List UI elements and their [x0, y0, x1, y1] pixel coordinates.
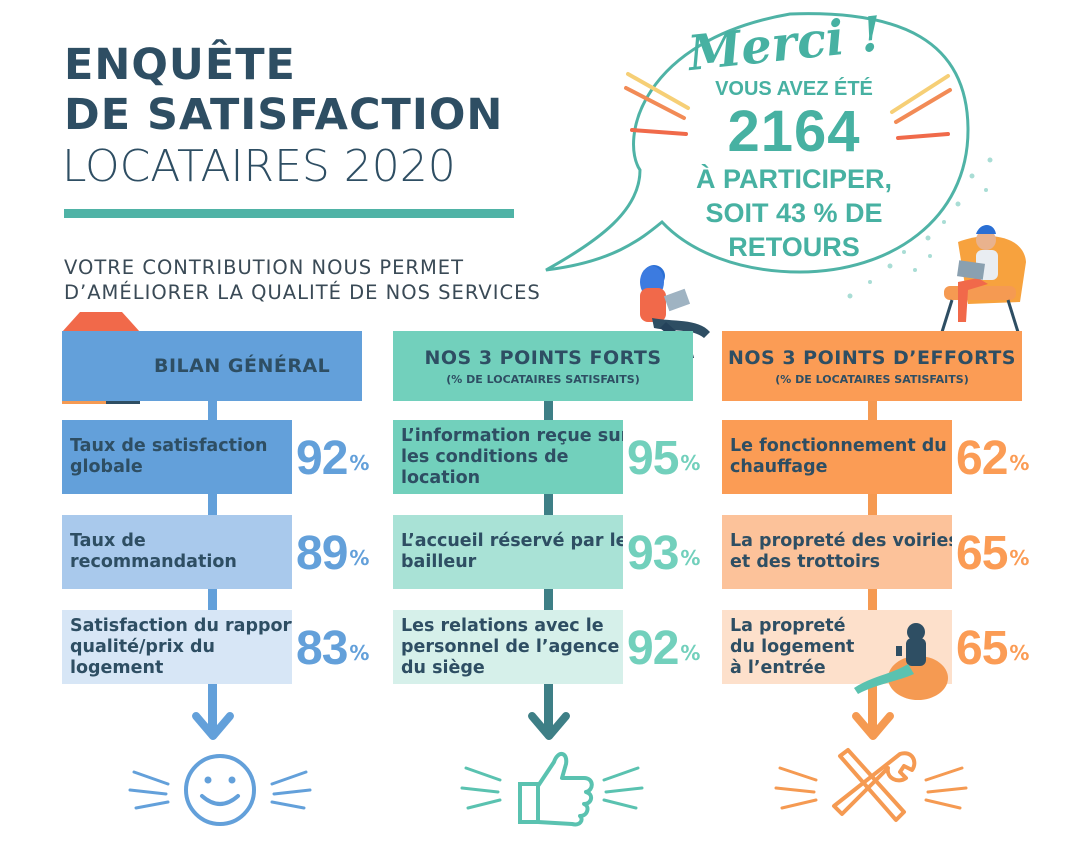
stat-value-badge: 65 %	[952, 511, 1045, 595]
stat-card: Taux de recommandation 89 %	[62, 511, 385, 595]
stat-label: Taux de satisfaction globale	[70, 436, 268, 477]
tools-icon	[774, 748, 968, 822]
column-title: NOS 3 POINTS FORTS	[424, 346, 662, 369]
smiley-icon	[128, 754, 312, 826]
percent-sign: %	[1009, 641, 1030, 665]
stat-card: Taux de satisfaction globale 92 %	[62, 416, 385, 500]
column-header-points-efforts: NOS 3 POINTS D’EFFORTS (% DE LOCATAIRES …	[722, 331, 1022, 401]
bubble-line4: SOIT 43 % DE	[705, 198, 883, 228]
stat-label: L’information reçue sur les conditions d…	[401, 425, 630, 488]
stat-value: 95	[627, 431, 679, 485]
stat-value-badge: 89 %	[292, 511, 385, 595]
percent-sign: %	[1009, 451, 1030, 475]
stat-card: Le fonctionnement du chauffage 62 %	[722, 416, 1045, 500]
man-chair-illustration	[940, 225, 1026, 333]
column-title: NOS 3 POINTS D’EFFORTS	[728, 346, 1016, 369]
stat-value: 93	[627, 526, 679, 580]
title-divider	[64, 209, 514, 218]
bubble-line1: VOUS AVEZ ÉTÉ	[715, 78, 873, 100]
stat-value-badge: 65 %	[952, 606, 1045, 690]
bubble-line5: RETOURS	[728, 232, 860, 262]
stat-label: Le fonctionnement du chauffage	[730, 436, 947, 477]
bubble-lines-lower: À PARTICIPER, SOIT 43 % DE RETOURS	[652, 162, 936, 264]
subtitle-line1: VOTRE CONTRIBUTION NOUS PERMET	[64, 256, 465, 279]
percent-sign: %	[349, 451, 370, 475]
percent-sign: %	[680, 546, 701, 570]
stat-value-badge: 83 %	[292, 606, 385, 690]
stat-label: Taux de recommandation	[70, 531, 237, 572]
stat-label: La propreté des voiries et des trottoirs	[730, 531, 959, 572]
page-title-line1: ENQUÊTE	[64, 40, 296, 90]
thumbs-up-icon	[460, 752, 644, 827]
column-header-points-forts: NOS 3 POINTS FORTS (% DE LOCATAIRES SATI…	[393, 331, 693, 401]
stat-value: 92	[296, 431, 348, 485]
stat-value: 92	[627, 621, 679, 675]
stat-card: La propreté des voiries et des trottoirs…	[722, 511, 1045, 595]
arrow-down-icon	[852, 712, 894, 740]
stat-card: L’accueil réservé par le bailleur 93 %	[393, 511, 716, 595]
percent-sign: %	[680, 451, 701, 475]
percent-sign: %	[1009, 546, 1030, 570]
stat-value-badge: 92 %	[292, 416, 385, 500]
column-subtitle: (% DE LOCATAIRES SATISFAITS)	[446, 372, 640, 386]
stat-value: 62	[956, 431, 1008, 485]
stat-card: Satisfaction du rapport qualité/prix du …	[62, 606, 385, 690]
column-subtitle: (% DE LOCATAIRES SATISFAITS)	[775, 372, 969, 386]
bubble-line3: À PARTICIPER,	[695, 164, 892, 194]
page-title-line3: LOCATAIRES 2020	[62, 141, 456, 192]
percent-sign: %	[349, 641, 370, 665]
woman-beanbag-illustration	[854, 623, 948, 700]
participant-count: 2164	[727, 99, 861, 164]
stat-card: L’information reçue sur les conditions d…	[393, 416, 716, 500]
stat-value-badge: 93 %	[623, 511, 716, 595]
subtitle-line2: D’AMÉLIORER LA QUALITÉ DE NOS SERVICES	[64, 281, 541, 304]
stat-label: Les relations avec le personnel de l’age…	[401, 615, 632, 678]
percent-sign: %	[349, 546, 370, 570]
column-header-bilan: BILAN GÉNÉRAL	[62, 331, 362, 401]
stat-value: 89	[296, 526, 348, 580]
arrow-down-icon	[192, 712, 234, 740]
stat-value: 65	[956, 621, 1008, 675]
arrow-down-icon	[528, 712, 570, 740]
stat-card: Les relations avec le personnel de l’age…	[393, 606, 716, 690]
stat-value-badge: 62 %	[952, 416, 1045, 500]
stat-value: 83	[296, 621, 348, 675]
page-title-line2: DE SATISFACTION	[64, 90, 504, 140]
stat-label: L’accueil réservé par le bailleur	[401, 531, 628, 572]
column-title: BILAN GÉNÉRAL	[154, 355, 331, 377]
stat-value: 65	[956, 526, 1008, 580]
stat-value-badge: 92 %	[623, 606, 716, 690]
percent-sign: %	[680, 641, 701, 665]
stat-label: La propreté du logement à l’entrée	[730, 615, 855, 678]
stat-label: Satisfaction du rapport qualité/prix du …	[70, 615, 300, 678]
stat-value-badge: 95 %	[623, 416, 716, 500]
